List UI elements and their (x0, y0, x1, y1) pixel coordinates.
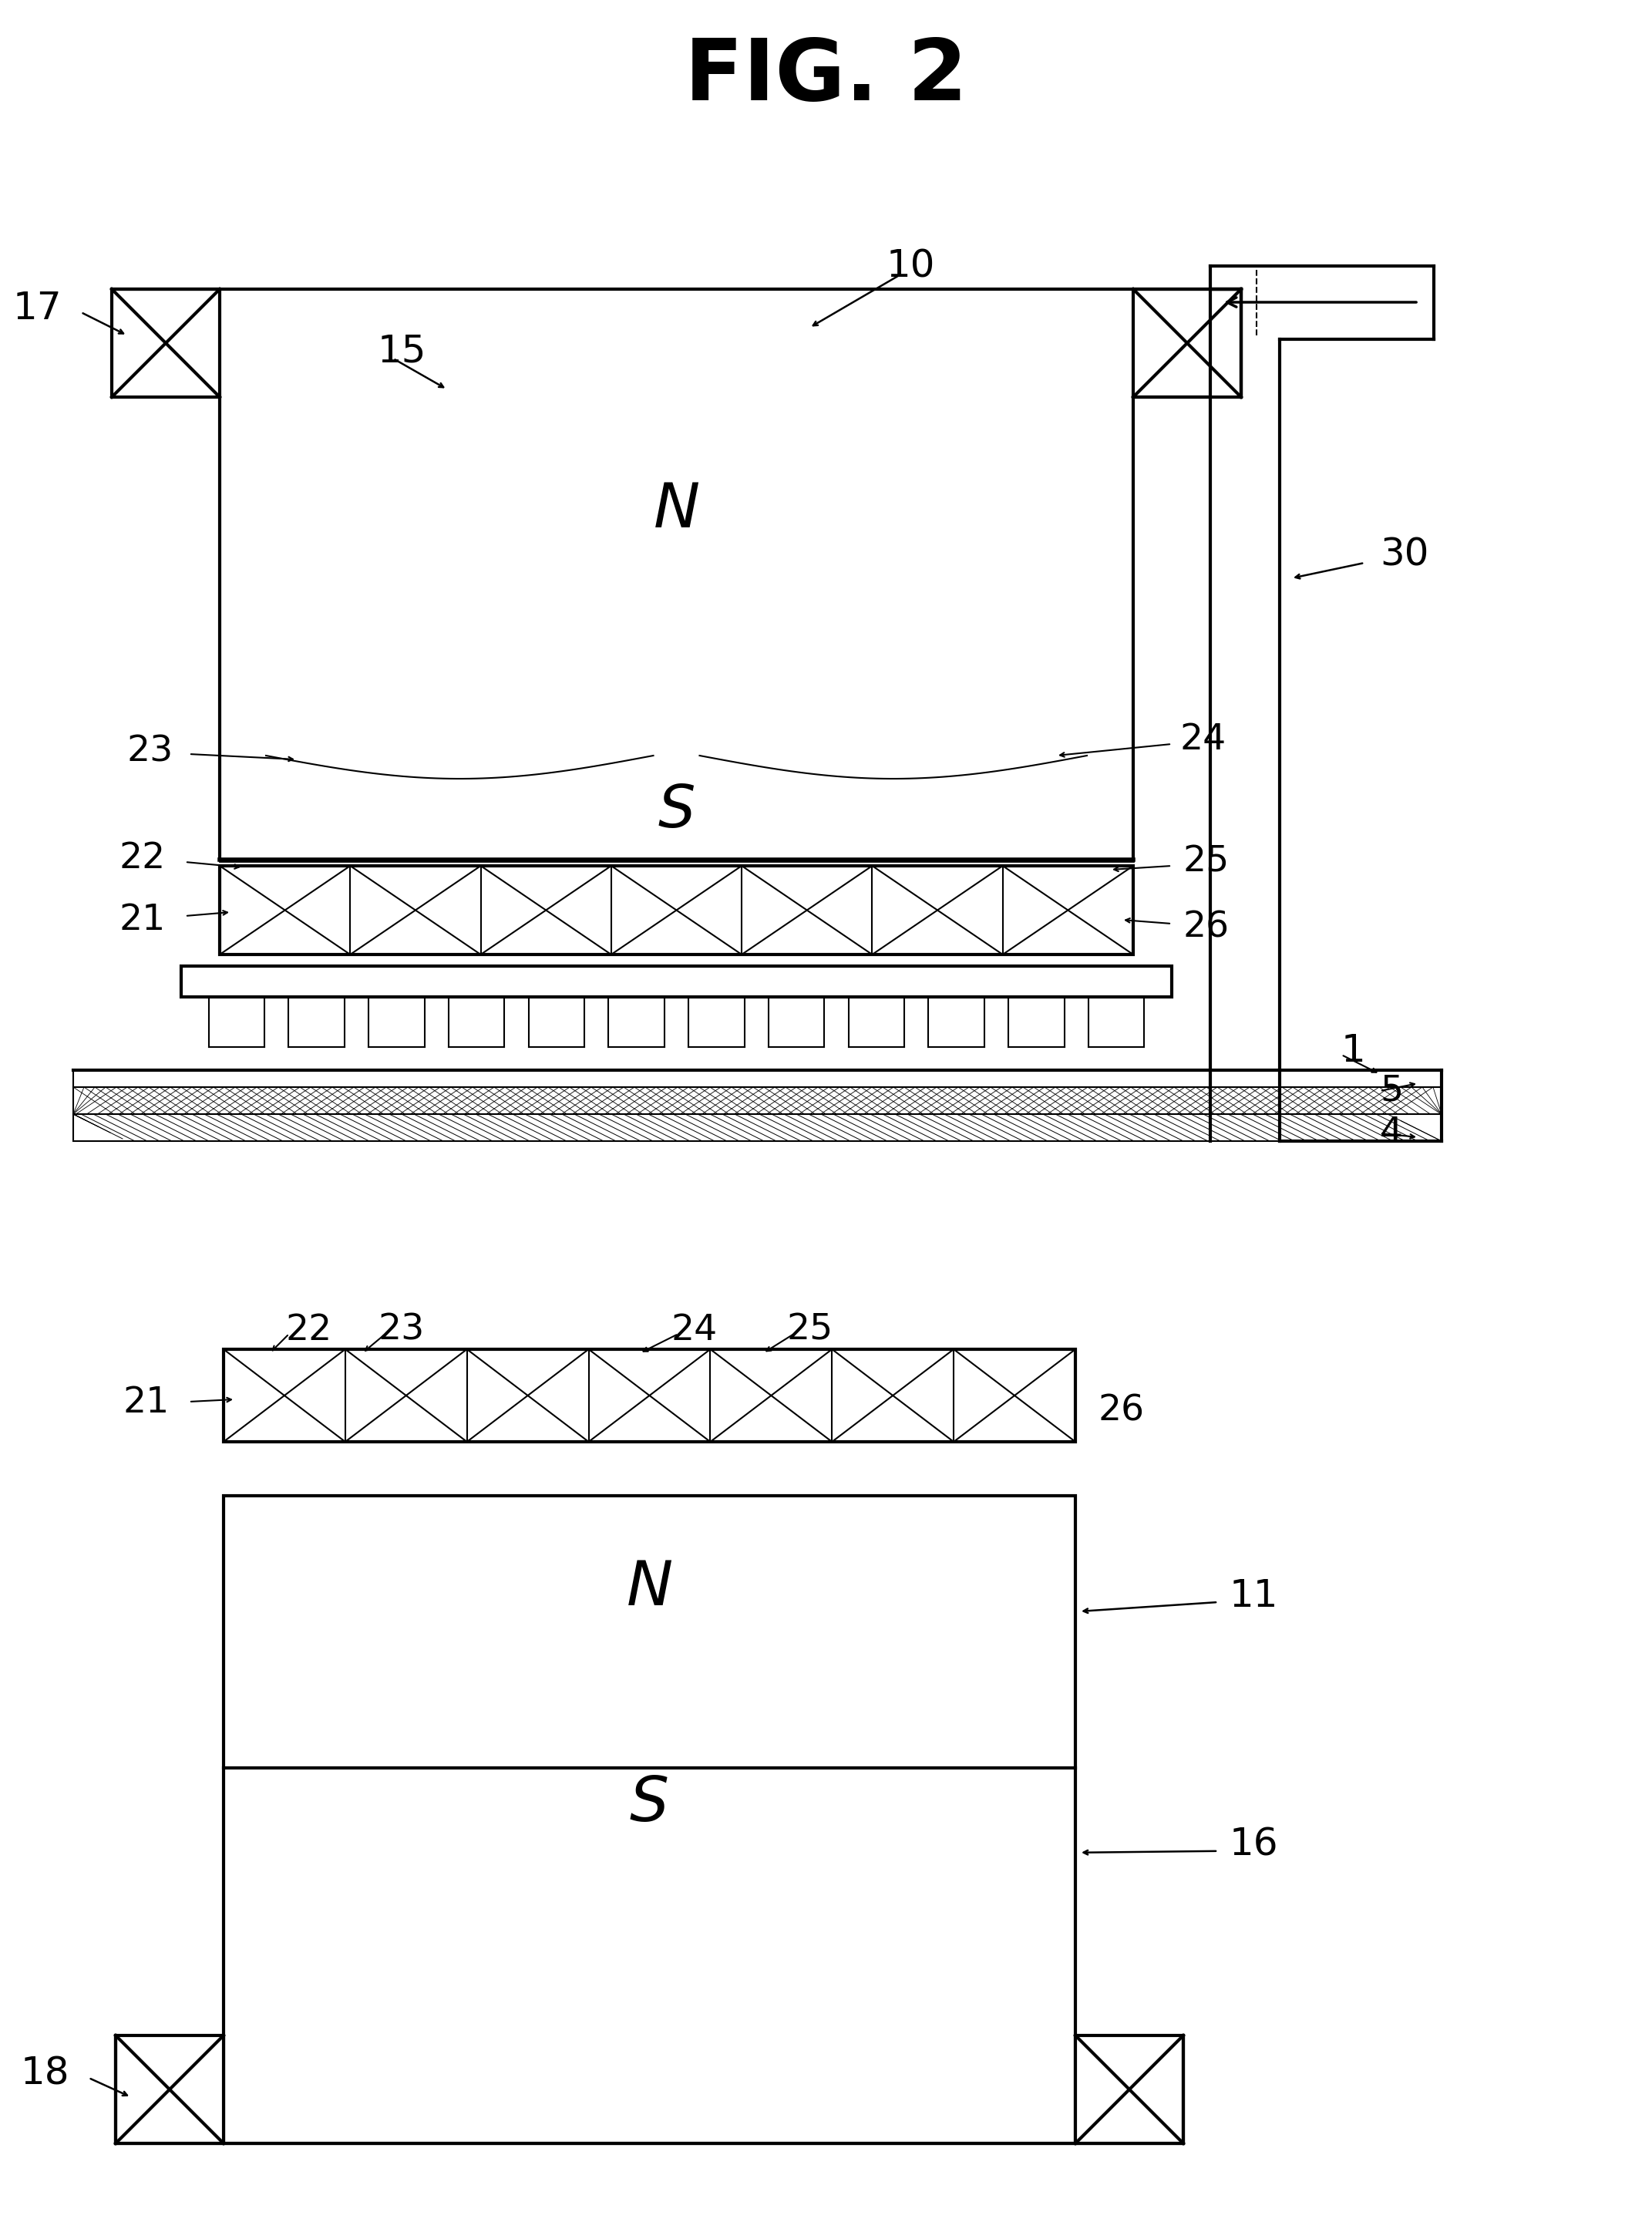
Text: 21: 21 (119, 902, 165, 938)
Text: 24: 24 (1180, 723, 1226, 757)
Bar (1133, 289, 1241, 396)
Bar (223, 1350, 1075, 1442)
Text: 22: 22 (286, 1312, 332, 1348)
Text: 21: 21 (124, 1386, 170, 1420)
Text: 10: 10 (887, 249, 935, 284)
Text: S: S (629, 1773, 669, 1834)
Text: 25: 25 (1183, 844, 1229, 880)
Text: S: S (657, 784, 695, 840)
Text: 22: 22 (119, 842, 165, 875)
Text: 17: 17 (13, 289, 61, 327)
Bar (116, 2035, 223, 2143)
Bar (220, 866, 1133, 954)
Bar (73, 1115, 1442, 1142)
Bar (112, 289, 220, 396)
Text: 26: 26 (1099, 1393, 1145, 1428)
Text: 23: 23 (127, 734, 173, 768)
Text: 25: 25 (786, 1312, 833, 1348)
Bar (223, 1496, 1075, 2143)
Text: 11: 11 (1229, 1578, 1279, 1614)
Bar (73, 1088, 1442, 1115)
Text: FIG. 2: FIG. 2 (684, 36, 966, 119)
Text: 26: 26 (1183, 911, 1229, 945)
Text: 23: 23 (378, 1312, 425, 1348)
Bar (182, 965, 1171, 996)
Bar (1075, 2035, 1183, 2143)
Bar (73, 1070, 1442, 1088)
Text: N: N (653, 481, 700, 542)
Text: N: N (626, 1558, 672, 1619)
Text: 30: 30 (1379, 537, 1429, 573)
Text: 15: 15 (378, 331, 426, 369)
Text: 18: 18 (20, 2055, 69, 2093)
Text: 5: 5 (1379, 1075, 1403, 1108)
Text: 4: 4 (1379, 1115, 1403, 1151)
Text: 24: 24 (671, 1312, 717, 1348)
Text: 16: 16 (1229, 1827, 1279, 1863)
Text: 1: 1 (1341, 1032, 1366, 1070)
